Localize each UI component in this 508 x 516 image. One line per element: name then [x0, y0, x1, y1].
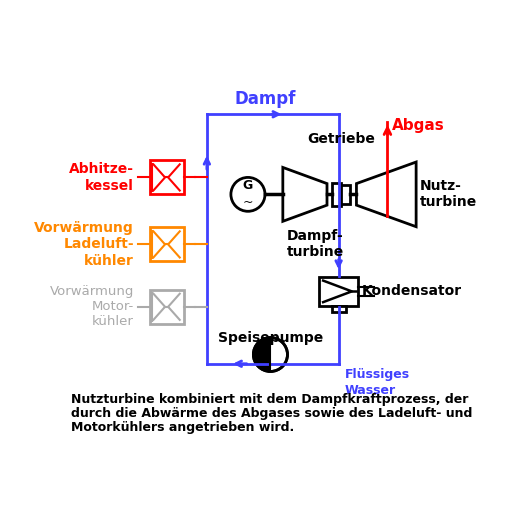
Bar	[319, 277, 358, 306]
Text: Flüssiges
Wasser: Flüssiges Wasser	[345, 367, 410, 397]
Text: Kondensator: Kondensator	[362, 284, 462, 298]
Text: Vorwärmung
Ladeluft-
kühler: Vorwärmung Ladeluft- kühler	[34, 221, 134, 268]
Text: ~: ~	[243, 196, 253, 209]
Bar	[149, 160, 183, 195]
Text: Abgas: Abgas	[392, 118, 445, 133]
Text: G: G	[243, 179, 253, 192]
Text: Nutzturbine kombiniert mit dem Dampfkraftprozess, der: Nutzturbine kombiniert mit dem Dampfkraf…	[71, 393, 468, 406]
Text: durch die Abwärme des Abgases sowie des Ladeluft- und: durch die Abwärme des Abgases sowie des …	[71, 407, 472, 420]
Bar	[332, 306, 345, 312]
Text: Getriebe: Getriebe	[307, 132, 375, 146]
Text: Dampf-
turbine: Dampf- turbine	[287, 229, 344, 259]
Bar	[332, 183, 341, 206]
Text: Abhitze-
kessel: Abhitze- kessel	[69, 163, 134, 192]
Bar	[149, 290, 183, 324]
Bar	[149, 228, 183, 261]
Text: Nutz-
turbine: Nutz- turbine	[420, 179, 477, 209]
Text: Vorwärmung
Motor-
kühler: Vorwärmung Motor- kühler	[50, 285, 134, 328]
Text: Dampf: Dampf	[234, 90, 296, 108]
Text: Motorkühlers angetrieben wird.: Motorkühlers angetrieben wird.	[71, 421, 295, 434]
Bar	[341, 185, 350, 204]
Text: Speisepumpe: Speisepumpe	[218, 331, 323, 345]
Polygon shape	[253, 337, 270, 372]
